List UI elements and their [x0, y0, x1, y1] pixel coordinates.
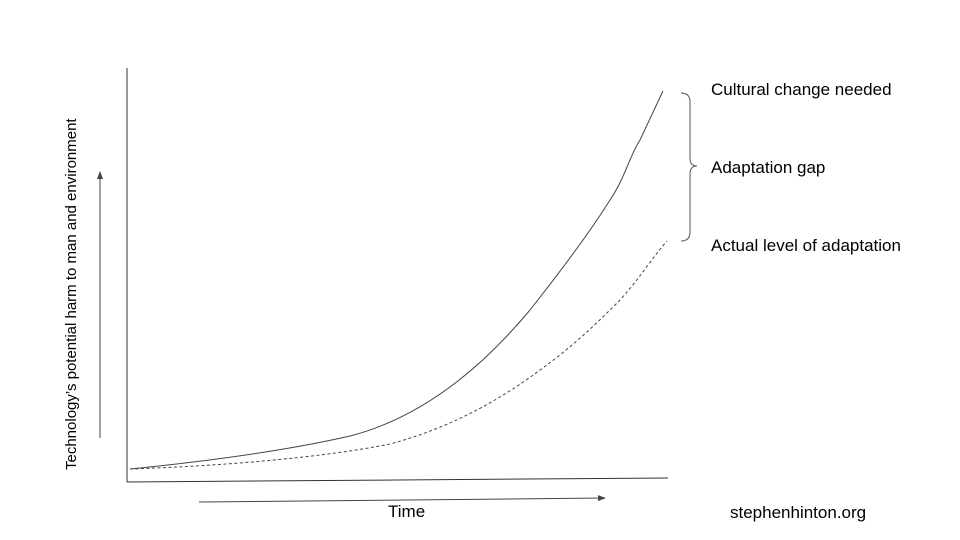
technology-harm-curve: [129, 90, 664, 470]
actual-adaptation-curve: [129, 240, 668, 470]
annotation-actual-adaptation: Actual level of adaptation: [711, 236, 901, 255]
x-direction-arrow: [198, 495, 606, 503]
annotation-adaptation-gap: Adaptation gap: [711, 158, 826, 177]
x-axis-label: Time: [388, 502, 426, 521]
x-axis: [126, 477, 669, 483]
y-axis-label: Technology’s potential harm to man and e…: [63, 118, 80, 470]
annotation-cultural-change: Cultural change needed: [711, 80, 892, 99]
footer-site: stephenhinton.org: [730, 503, 867, 522]
adaptation-gap-brace: [680, 92, 698, 242]
